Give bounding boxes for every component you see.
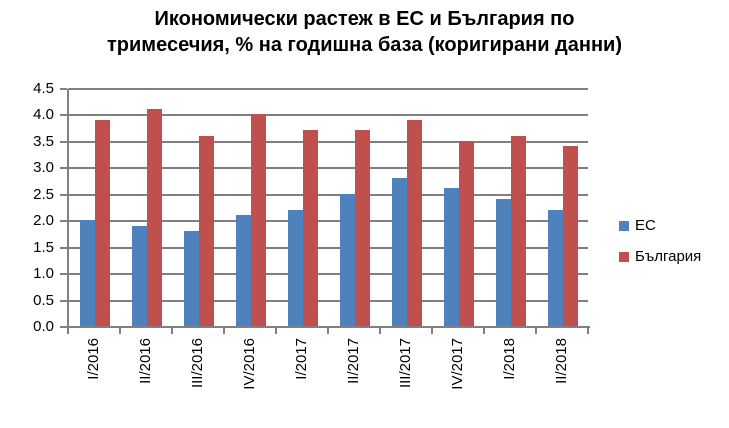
x-tick-label: III/2017	[397, 338, 414, 389]
gridline	[68, 167, 588, 169]
y-tick-label: 2.0	[33, 212, 54, 229]
x-tick-label-cell: III/2017	[380, 338, 432, 416]
y-tick	[60, 326, 67, 328]
y-tick	[60, 141, 67, 143]
x-tick-label-cell: II/2018	[536, 338, 588, 416]
y-tick	[60, 247, 67, 249]
x-tick-label: IV/2017	[449, 338, 466, 390]
y-tick	[60, 220, 67, 222]
y-tick-label: 1.0	[33, 265, 54, 282]
x-tick-label-cell: IV/2016	[224, 338, 276, 416]
y-tick-label: 2.5	[33, 186, 54, 203]
bar-ec-3	[236, 215, 251, 326]
bar-bulgaria-4	[303, 130, 318, 326]
x-tick-label-cell: I/2016	[68, 338, 120, 416]
gridline	[68, 300, 588, 302]
y-tick	[60, 300, 67, 302]
x-tick-label-cell: IV/2017	[432, 338, 484, 416]
y-tick	[60, 273, 67, 275]
gridline	[68, 273, 588, 275]
bar-bulgaria-1	[147, 109, 162, 326]
x-tick-label-cell: I/2017	[276, 338, 328, 416]
gridline	[68, 220, 588, 222]
x-tick	[327, 328, 329, 334]
y-tick-label: 3.0	[33, 159, 54, 176]
x-tick-label-cell: III/2016	[172, 338, 224, 416]
x-tick-label-cell: II/2016	[120, 338, 172, 416]
y-tick-label: 3.5	[33, 133, 54, 150]
bar-bulgaria-7	[459, 141, 474, 326]
y-tick	[60, 167, 67, 169]
chart-title: Икономически растеж в ЕС и България по т…	[0, 6, 729, 58]
bar-bulgaria-0	[95, 120, 110, 326]
gridline	[68, 141, 588, 143]
bar-ec-0	[80, 220, 95, 326]
legend-label: ЕС	[635, 217, 656, 234]
x-tick-label: II/2016	[137, 338, 154, 384]
x-tick	[431, 328, 433, 334]
x-tick-label-cell: II/2017	[328, 338, 380, 416]
x-tick-label: III/2016	[189, 338, 206, 389]
gridline	[68, 247, 588, 249]
gridline	[68, 114, 588, 116]
bar-ec-2	[184, 231, 199, 326]
bar-bulgaria-2	[199, 136, 214, 326]
bar-ec-9	[548, 210, 563, 326]
plot-area	[68, 88, 588, 327]
bar-ec-4	[288, 210, 303, 326]
chart-title-line-1: Икономически растеж в ЕС и България по	[154, 8, 575, 30]
y-tick-label: 0.5	[33, 292, 54, 309]
legend: ЕС България	[619, 217, 701, 279]
legend-swatch	[619, 220, 629, 231]
y-tick-label: 0.0	[33, 318, 54, 335]
x-tick-label: II/2017	[345, 338, 362, 384]
y-tick	[60, 88, 67, 90]
y-tick-label: 4.0	[33, 106, 54, 123]
bar-ec-6	[392, 178, 407, 326]
bar-bulgaria-9	[563, 146, 578, 326]
gridline	[68, 88, 588, 90]
y-tick	[60, 114, 67, 116]
bar-bulgaria-5	[355, 130, 370, 326]
x-tick	[275, 328, 277, 334]
legend-swatch	[619, 251, 629, 262]
bar-ec-7	[444, 188, 459, 326]
legend-item-ec: ЕС	[619, 217, 701, 234]
x-tick-label: IV/2016	[241, 338, 258, 390]
x-axis	[67, 326, 590, 328]
x-tick	[67, 328, 69, 334]
x-tick	[119, 328, 121, 334]
x-tick	[379, 328, 381, 334]
y-tick	[60, 194, 67, 196]
y-axis	[67, 89, 69, 329]
x-tick-label-cell: I/2018	[484, 338, 536, 416]
x-tick-label: I/2017	[293, 338, 310, 380]
gridline	[68, 194, 588, 196]
bar-bulgaria-8	[511, 136, 526, 326]
x-tick	[483, 328, 485, 334]
x-tick	[223, 328, 225, 334]
legend-item-bulgaria: България	[619, 248, 701, 265]
bar-ec-5	[340, 194, 355, 326]
x-tick	[171, 328, 173, 334]
x-tick-label: I/2018	[501, 338, 518, 380]
x-tick	[535, 328, 537, 334]
chart-title-line-2: тримесечия, % на годишна база (коригиран…	[107, 34, 622, 56]
y-tick-label: 1.5	[33, 239, 54, 256]
x-tick	[587, 328, 589, 334]
legend-label: България	[635, 248, 702, 265]
bar-ec-1	[132, 226, 147, 326]
bar-bulgaria-6	[407, 120, 422, 326]
bar-ec-8	[496, 199, 511, 326]
y-tick-label: 4.5	[33, 80, 54, 97]
x-tick-label: I/2016	[85, 338, 102, 380]
x-tick-label: II/2018	[553, 338, 570, 384]
bar-bulgaria-3	[251, 114, 266, 326]
